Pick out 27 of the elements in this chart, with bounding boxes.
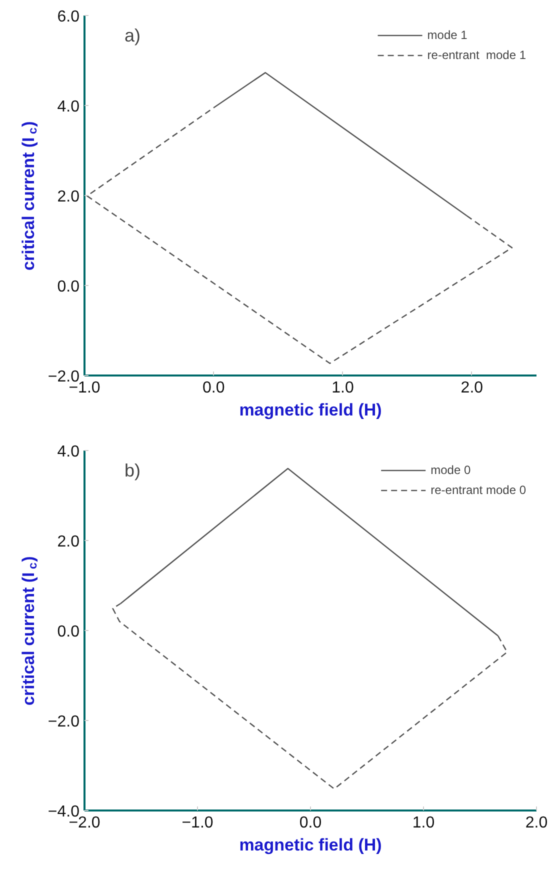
y-axis-title: critical current (Ic) [19, 556, 40, 706]
y-tick-label: 4.0 [57, 98, 80, 116]
x-tick-label: 2.0 [525, 814, 548, 832]
y-tick-label: 6.0 [57, 8, 80, 26]
x-tick-label: 1.0 [412, 814, 435, 832]
x-tick-label: 0.0 [299, 814, 322, 832]
legend-label: re-entrant mode 1 [427, 48, 526, 62]
annotation: a) [124, 26, 141, 46]
x-tick-label: −1.0 [182, 814, 214, 832]
y-tick-label: 0.0 [57, 278, 80, 296]
y-tick-label: −2.0 [48, 714, 80, 730]
annotation: b) [124, 460, 141, 480]
y-tick-label: −4.0 [48, 804, 80, 820]
x-tick-label: 0.0 [202, 380, 225, 396]
x-tick-label: 1.0 [332, 380, 354, 396]
y-tick-label: 0.0 [57, 624, 80, 640]
x-axis-title: magnetic field (H) [239, 836, 382, 854]
x-axis-title: magnetic field (H) [239, 400, 382, 420]
y-axis-title: critical current (Ic) [19, 121, 40, 270]
y-tick-label: 2.0 [57, 534, 80, 550]
x-tick-label: 2.0 [460, 380, 484, 396]
legend-label: mode 0 [430, 463, 471, 477]
y-tick-label: 4.0 [57, 444, 80, 460]
legend-label: mode 1 [427, 28, 468, 42]
legend-label: re-entrant mode 0 [430, 483, 526, 497]
y-tick-label: −2.0 [48, 368, 80, 386]
y-tick-label: 2.0 [57, 188, 80, 206]
